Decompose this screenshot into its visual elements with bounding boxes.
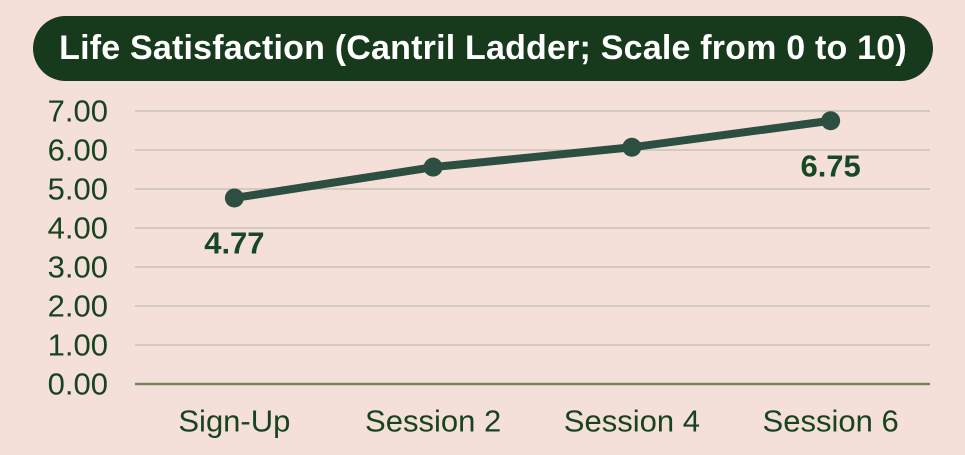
x-axis-label: Sign-Up [178, 404, 290, 439]
x-axis-label: Session 2 [365, 404, 501, 439]
y-tick-label: 2.00 [48, 289, 108, 324]
y-tick-label: 1.00 [48, 328, 108, 363]
point-value-label: 4.77 [204, 225, 264, 260]
chart-title-pill: Life Satisfaction (Cantril Ladder; Scale… [33, 16, 933, 81]
y-tick-label: 5.00 [48, 172, 108, 207]
point-value-label: 6.75 [800, 148, 860, 183]
chart-title: Life Satisfaction (Cantril Ladder; Scale… [59, 29, 907, 67]
x-axis-label: Session 6 [763, 404, 899, 439]
y-tick-label: 7.00 [48, 94, 108, 129]
data-point [821, 111, 841, 131]
y-tick-label: 3.00 [48, 250, 108, 285]
y-tick-label: 0.00 [48, 367, 108, 402]
data-point [622, 137, 642, 157]
y-tick-label: 4.00 [48, 211, 108, 246]
x-axis-label: Session 4 [564, 404, 700, 439]
data-point [224, 188, 244, 208]
series-line [230, 116, 835, 202]
y-tick-label: 6.00 [48, 133, 108, 168]
data-point [423, 157, 443, 177]
